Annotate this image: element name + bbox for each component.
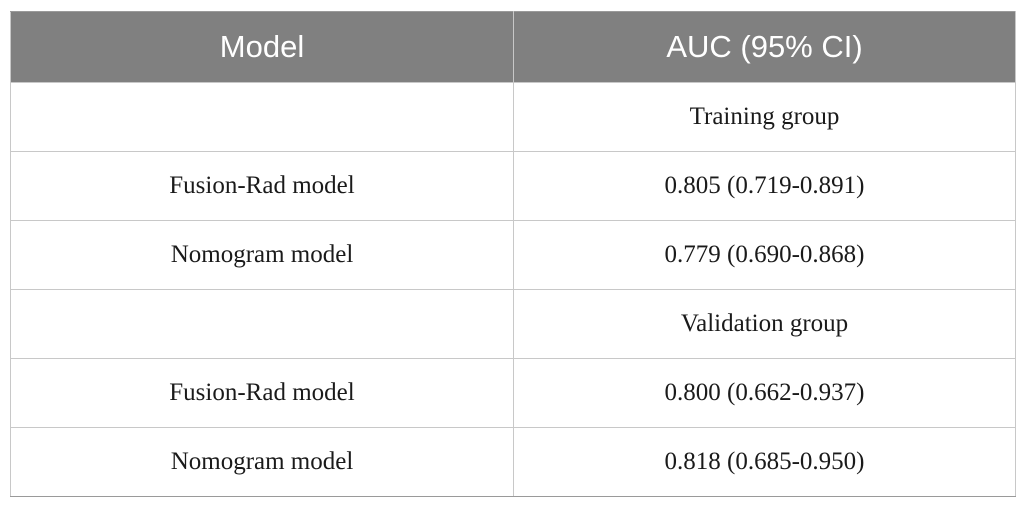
table-row: Fusion-Rad model 0.800 (0.662-0.937) bbox=[10, 358, 1016, 428]
cell-model bbox=[10, 82, 514, 152]
table-row: Nomogram model 0.779 (0.690-0.868) bbox=[10, 220, 1016, 290]
table-row: Nomogram model 0.818 (0.685-0.950) bbox=[10, 427, 1016, 497]
auc-table: Model AUC (95% CI) Training group Fusion… bbox=[10, 11, 1016, 497]
cell-auc: 0.800 (0.662-0.937) bbox=[513, 358, 1016, 428]
cell-model: Fusion-Rad model bbox=[10, 151, 514, 221]
auc-table-container: Model AUC (95% CI) Training group Fusion… bbox=[10, 11, 1016, 497]
header-model: Model bbox=[10, 11, 514, 83]
cell-model: Nomogram model bbox=[10, 427, 514, 497]
cell-auc: 0.818 (0.685-0.950) bbox=[513, 427, 1016, 497]
cell-model bbox=[10, 289, 514, 359]
cell-group-label: Training group bbox=[513, 82, 1016, 152]
header-auc: AUC (95% CI) bbox=[513, 11, 1016, 83]
table-row: Fusion-Rad model 0.805 (0.719-0.891) bbox=[10, 151, 1016, 221]
table-row: Training group bbox=[10, 82, 1016, 152]
table-header-row: Model AUC (95% CI) bbox=[10, 11, 1016, 83]
cell-model: Nomogram model bbox=[10, 220, 514, 290]
cell-model: Fusion-Rad model bbox=[10, 358, 514, 428]
table-row: Validation group bbox=[10, 289, 1016, 359]
cell-auc: 0.779 (0.690-0.868) bbox=[513, 220, 1016, 290]
cell-group-label: Validation group bbox=[513, 289, 1016, 359]
cell-auc: 0.805 (0.719-0.891) bbox=[513, 151, 1016, 221]
